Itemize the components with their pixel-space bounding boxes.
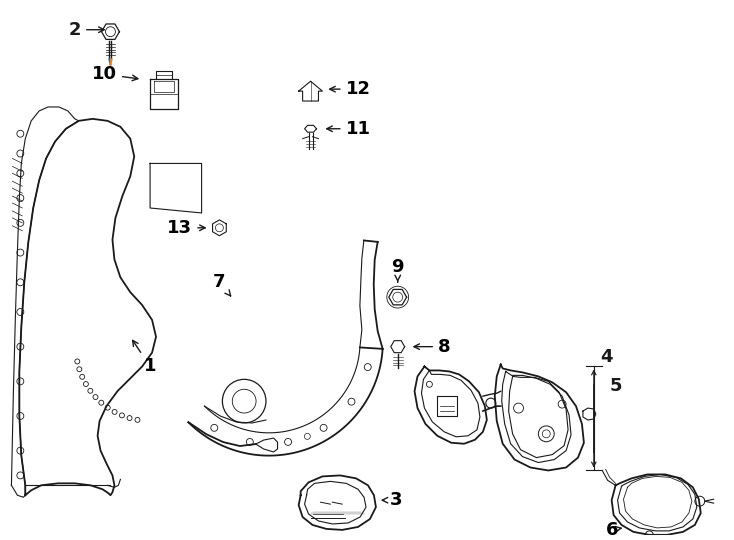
Text: 10: 10 — [92, 65, 138, 83]
Text: 9: 9 — [391, 259, 404, 282]
Text: 7: 7 — [213, 273, 230, 296]
Text: 3: 3 — [382, 491, 402, 509]
Text: 4: 4 — [600, 348, 612, 366]
Text: 11: 11 — [327, 120, 371, 138]
Text: 6: 6 — [606, 521, 621, 539]
Text: 12: 12 — [330, 80, 371, 98]
Text: 1: 1 — [133, 340, 156, 375]
Text: 2: 2 — [68, 21, 104, 39]
Text: 5: 5 — [610, 377, 622, 395]
Text: 13: 13 — [167, 219, 206, 237]
Text: 8: 8 — [414, 338, 451, 356]
